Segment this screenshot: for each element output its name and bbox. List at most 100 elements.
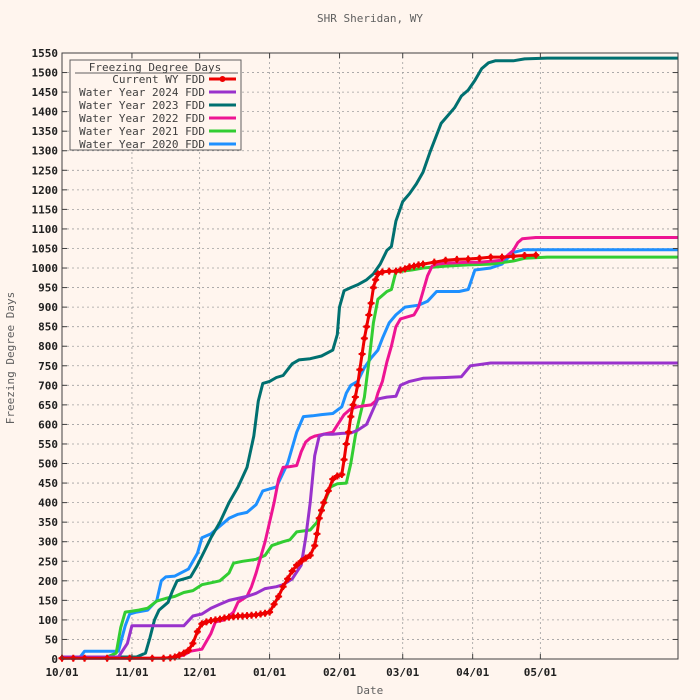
- y-tick-label: 1150: [32, 203, 59, 216]
- y-tick-label: 1450: [32, 86, 59, 99]
- data-point: [357, 367, 363, 373]
- data-point: [321, 500, 327, 506]
- legend-marker: [219, 76, 226, 82]
- chart-title: SHR Sheridan, WY: [317, 12, 423, 25]
- data-point: [345, 429, 352, 435]
- y-tick-label: 1550: [32, 47, 59, 60]
- y-tick-label: 1200: [32, 184, 59, 197]
- legend-entry-label: Water Year 2021 FDD: [79, 125, 205, 138]
- x-tick-label: 05/01: [524, 666, 557, 679]
- data-point: [181, 650, 187, 656]
- x-tick-label: 11/01: [115, 666, 148, 679]
- y-tick-label: 1250: [32, 164, 59, 177]
- data-point: [442, 257, 449, 263]
- y-tick-label: 1000: [32, 262, 59, 275]
- data-point: [352, 394, 358, 400]
- data-point: [325, 488, 331, 494]
- y-tick-label: 0: [51, 653, 58, 666]
- y-tick-label: 1500: [32, 67, 59, 80]
- x-tick-label: 12/01: [183, 666, 216, 679]
- data-point: [149, 655, 155, 661]
- data-point: [488, 254, 494, 260]
- data-point: [314, 531, 320, 537]
- y-tick-label: 1350: [32, 125, 59, 138]
- legend-entry-label: Water Year 2020 FDD: [79, 138, 205, 151]
- data-point: [104, 655, 110, 661]
- y-tick-label: 900: [38, 301, 58, 314]
- data-point: [420, 261, 426, 267]
- data-point: [312, 543, 318, 549]
- data-point: [266, 609, 273, 615]
- data-point: [465, 256, 471, 262]
- y-tick-label: 750: [38, 360, 58, 373]
- data-point: [348, 414, 354, 420]
- data-point: [521, 252, 528, 259]
- data-point: [127, 655, 133, 661]
- data-point: [339, 471, 345, 478]
- x-tick-label: 03/01: [386, 666, 419, 679]
- y-tick-label: 250: [38, 555, 58, 568]
- data-point: [341, 457, 347, 463]
- y-tick-label: 550: [38, 438, 58, 451]
- y-tick-label: 100: [38, 614, 58, 627]
- data-point: [373, 277, 379, 283]
- data-point: [81, 655, 88, 661]
- y-tick-label: 500: [38, 458, 58, 471]
- plot-area: [58, 56, 678, 662]
- data-point: [454, 256, 460, 263]
- legend: Freezing Degree Days Current WY FDDWater…: [69, 59, 242, 151]
- axis-ticks: 0 50 100 150 200 250 300 350 400 450 500 550 600 650 7…: [32, 47, 678, 679]
- data-point: [379, 269, 386, 275]
- data-point: [289, 568, 295, 574]
- y-tick-label: 950: [38, 282, 58, 295]
- legend-entry-label: Water Year 2023 FDD: [79, 99, 205, 112]
- y-tick-label: 1300: [32, 145, 59, 158]
- data-point: [330, 476, 336, 482]
- data-point: [366, 312, 372, 318]
- data-point: [307, 552, 313, 558]
- y-tick-label: 700: [38, 379, 58, 392]
- y-tick-label: 50: [45, 633, 58, 646]
- x-tick-label: 01/01: [253, 666, 286, 679]
- data-point: [343, 441, 349, 447]
- y-axis-label: Freezing Degree Days: [4, 292, 17, 424]
- data-point: [533, 252, 539, 258]
- y-tick-label: 1050: [32, 242, 59, 255]
- data-point: [285, 576, 291, 582]
- data-point: [303, 555, 309, 561]
- data-point: [354, 382, 361, 388]
- series-line: [62, 248, 678, 659]
- data-point: [364, 324, 370, 330]
- legend-entry-label: Current WY FDD: [112, 73, 205, 86]
- data-point: [316, 515, 322, 521]
- legend-entry-label: Water Year 2024 FDD: [79, 86, 205, 99]
- legend-title: Freezing Degree Days: [89, 61, 221, 74]
- y-tick-label: 150: [38, 594, 58, 607]
- y-tick-label: 350: [38, 516, 58, 529]
- data-point: [386, 268, 392, 274]
- data-point: [368, 300, 374, 306]
- legend-entry-label: Water Year 2022 FDD: [79, 112, 205, 125]
- data-point: [499, 254, 505, 260]
- data-point: [190, 640, 196, 646]
- data-point: [370, 284, 376, 291]
- data-point: [350, 402, 356, 408]
- data-point: [294, 562, 300, 568]
- y-tick-label: 1400: [32, 106, 59, 119]
- data-point: [276, 593, 282, 600]
- x-tick-label: 04/01: [456, 666, 489, 679]
- data-point: [510, 253, 516, 259]
- x-tick-label: 02/01: [323, 666, 356, 679]
- data-point: [318, 507, 325, 514]
- data-point: [185, 647, 191, 653]
- data-point: [271, 601, 277, 607]
- data-point: [361, 335, 367, 342]
- data-point: [476, 255, 483, 261]
- x-axis-label: Date: [357, 684, 384, 697]
- series-line: [62, 56, 678, 659]
- x-tick-label: 10/01: [45, 666, 78, 679]
- plot-border: [61, 52, 679, 660]
- data-point: [70, 655, 76, 661]
- y-tick-label: 1100: [32, 223, 59, 236]
